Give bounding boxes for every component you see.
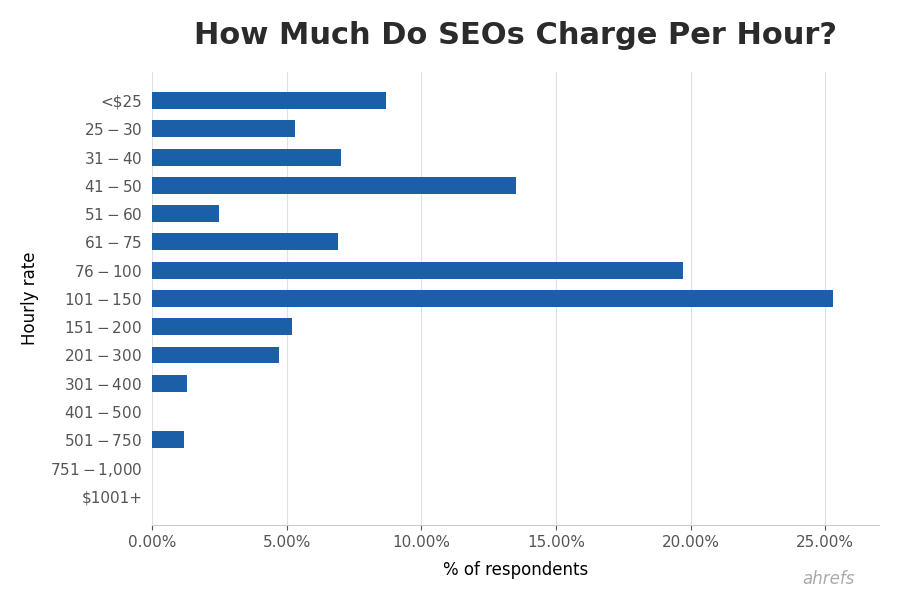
Bar bbox=[152, 347, 279, 364]
Bar bbox=[152, 149, 340, 166]
Y-axis label: Hourly rate: Hourly rate bbox=[21, 252, 39, 345]
Bar bbox=[152, 233, 338, 250]
Bar bbox=[152, 375, 187, 392]
Bar bbox=[152, 290, 833, 307]
Bar bbox=[152, 177, 516, 194]
Title: How Much Do SEOs Charge Per Hour?: How Much Do SEOs Charge Per Hour? bbox=[194, 21, 837, 50]
Bar bbox=[152, 431, 184, 448]
X-axis label: % of respondents: % of respondents bbox=[443, 561, 589, 579]
Bar bbox=[152, 92, 386, 109]
Bar bbox=[152, 262, 682, 278]
Bar bbox=[152, 121, 295, 137]
Bar bbox=[152, 318, 292, 335]
Bar bbox=[152, 205, 220, 222]
Text: ahrefs: ahrefs bbox=[803, 570, 855, 588]
